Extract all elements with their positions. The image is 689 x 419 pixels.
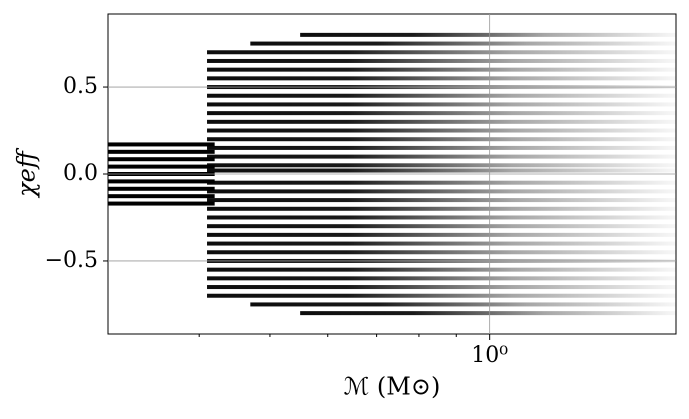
stripe: [207, 241, 677, 246]
stripe: [207, 206, 677, 211]
stripe: [300, 311, 676, 316]
stripe: [207, 232, 677, 237]
stripe: [207, 93, 677, 98]
stripe: [207, 50, 677, 55]
stripe: [207, 58, 677, 63]
stripe: [207, 180, 677, 185]
stripe: [300, 32, 676, 37]
stripe: [108, 142, 215, 147]
stripe: [207, 119, 677, 124]
stripe: [207, 145, 677, 150]
x-axis-label: ℳ (M⊙): [344, 373, 441, 401]
stripe: [207, 168, 677, 173]
y-tick-label: −0.5: [45, 248, 98, 273]
stripe: [207, 154, 677, 159]
stripe: [207, 293, 677, 298]
stripe: [207, 111, 677, 116]
stripe: [207, 189, 677, 194]
stripe: [207, 198, 677, 203]
stripe: [108, 194, 215, 199]
x-tick-label: 10⁰: [471, 343, 508, 368]
stripe: [108, 164, 215, 169]
stripe: [207, 276, 677, 281]
stripe: [108, 179, 215, 184]
stripe: [207, 137, 677, 142]
stripe: [207, 285, 677, 290]
stripe: [108, 149, 215, 154]
stripe: [207, 163, 677, 168]
y-tick-label: 0.0: [63, 161, 98, 186]
stripe: [108, 186, 215, 191]
stripe: [250, 302, 676, 307]
stripe: [207, 250, 677, 255]
stripe: [207, 67, 677, 72]
y-axis-label: χeff: [13, 147, 41, 199]
stripe: [207, 76, 677, 81]
stripe: [207, 128, 677, 133]
stripe: [108, 157, 215, 162]
stripe: [207, 224, 677, 229]
stripe: [207, 215, 677, 220]
stripe: [207, 267, 677, 272]
stripe: [207, 102, 677, 107]
y-tick-label: 0.5: [63, 74, 98, 99]
stripe: [250, 41, 676, 46]
stripe: [108, 201, 215, 206]
